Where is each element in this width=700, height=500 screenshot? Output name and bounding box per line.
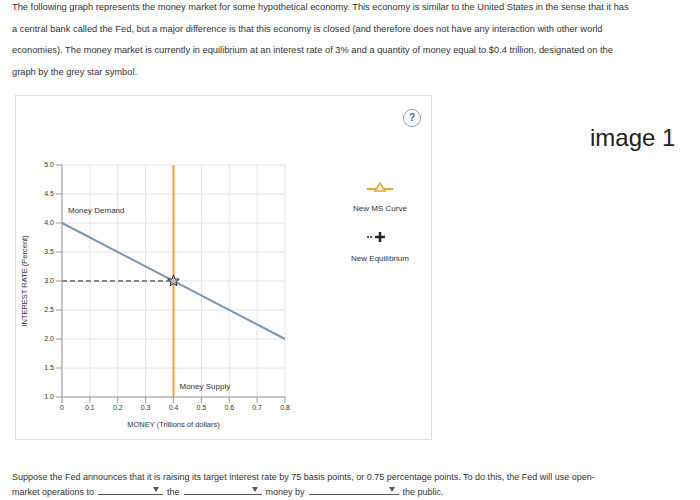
html-text:New Equilibrium: New Equilibrium (351, 254, 409, 263)
svg-text:INTEREST RATE (Percent): INTEREST RATE (Percent) (20, 235, 29, 327)
svg-text:5.0: 5.0 (44, 161, 54, 168)
html-text:the public.: the public. (402, 487, 444, 497)
svg-text:MONEY (Trillions of dollars): MONEY (Trillions of dollars) (127, 420, 220, 429)
svg-text:Money Demand: Money Demand (68, 206, 124, 215)
svg-text:4.5: 4.5 (44, 190, 54, 197)
svg-text:0.5: 0.5 (197, 404, 207, 411)
svg-text:0.3: 0.3 (141, 404, 151, 411)
html-text:economies). The money market i: economies). The money market is currentl… (12, 45, 613, 55)
html-text:image 1: image 1 (590, 124, 676, 151)
svg-text:0.7: 0.7 (252, 404, 262, 411)
html-text:the: the (167, 487, 180, 497)
svg-text:Money Supply: Money Supply (180, 382, 231, 391)
html-text:market operations to: market operations to (12, 487, 94, 497)
html-text:The following graph represents: The following graph represents the money… (12, 2, 629, 12)
svg-text:0.8: 0.8 (280, 404, 290, 411)
svg-text:2.5: 2.5 (44, 306, 54, 313)
svg-text:0.6: 0.6 (224, 404, 234, 411)
svg-text:3.0: 3.0 (44, 277, 54, 284)
svg-text:3.5: 3.5 (44, 248, 54, 255)
html-text:Suppose the Fed announces that: Suppose the Fed announces that it is rai… (12, 472, 595, 482)
html-text:money by: money by (265, 487, 305, 497)
svg-text:1.5: 1.5 (44, 364, 54, 371)
svg-text:0: 0 (60, 404, 64, 411)
svg-text:0.2: 0.2 (113, 404, 123, 411)
svg-text:2.0: 2.0 (44, 335, 54, 342)
svg-text:1.0: 1.0 (44, 393, 54, 400)
svg-text:0.1: 0.1 (85, 404, 95, 411)
html-text:New MS Curve: New MS Curve (353, 204, 407, 213)
html-text:a central bank called the Fed,: a central bank called the Fed, but a maj… (12, 23, 603, 34)
html-text:graph by the grey star symbol.: graph by the grey star symbol. (12, 66, 138, 77)
svg-text:0.4: 0.4 (169, 404, 179, 411)
svg-text:4.0: 4.0 (44, 219, 54, 226)
